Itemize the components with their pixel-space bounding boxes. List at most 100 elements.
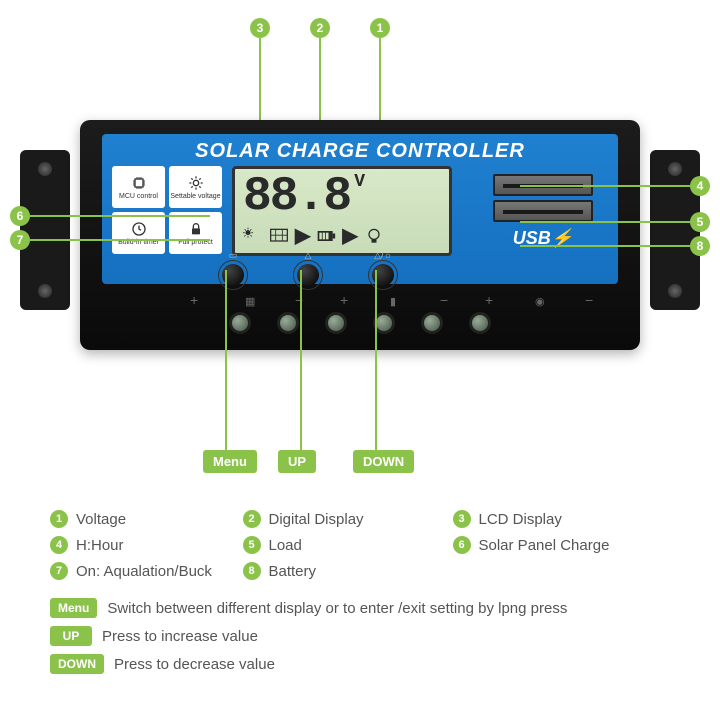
legend-text: On: Aqualation/Buck <box>76 563 212 580</box>
legend-number: 8 <box>243 562 261 580</box>
legend-number: 1 <box>50 510 68 528</box>
feature-voltage: Settable voltage <box>169 166 222 208</box>
terminal <box>469 312 491 334</box>
legend-number: 7 <box>50 562 68 580</box>
legend-text: Load <box>269 537 302 554</box>
button-tag-up: UP <box>278 450 316 473</box>
legend-item: 6 Solar Panel Charge <box>453 536 681 554</box>
polarity-label: − <box>585 292 593 308</box>
terminal <box>229 312 251 334</box>
bulb-icon <box>364 227 384 245</box>
solar-panel-icon <box>269 227 289 245</box>
legend-desc-text: Press to decrease value <box>114 656 275 673</box>
legend-description: Menu Switch between different display or … <box>50 598 680 618</box>
button-icon: ▭ <box>229 250 238 261</box>
sun-icon <box>243 227 263 245</box>
screw-icon <box>38 284 52 298</box>
button-icon: △ <box>305 250 312 261</box>
feature-mcu: MCU control <box>112 166 165 208</box>
callout-line <box>375 270 377 450</box>
lcd-value: 88.8 <box>243 170 350 224</box>
arrow-icon: ▶ <box>342 223 357 248</box>
panel-title: SOLAR CHARGE CONTROLLER <box>112 140 608 163</box>
feature-label: MCU control <box>119 193 158 200</box>
legend-text: Voltage <box>76 511 126 528</box>
screw-icon <box>38 162 52 176</box>
legend-item: 8 Battery <box>243 562 453 580</box>
callout-marker: 4 <box>520 176 710 196</box>
callout-number: 8 <box>690 236 710 256</box>
lcd-icon-row: ▶ ▶ <box>243 223 441 248</box>
legend-number: 6 <box>453 536 471 554</box>
callout-line <box>225 270 227 450</box>
legend-tag: DOWN <box>50 654 104 674</box>
legend-grid: 1 Voltage 2 Digital Display 3 LCD Display 4 H:H… <box>50 510 680 580</box>
legend-number: 3 <box>453 510 471 528</box>
terminal <box>421 312 443 334</box>
callout-line <box>300 270 302 450</box>
button-tag-down: DOWN <box>353 450 414 473</box>
callout-line <box>520 245 690 247</box>
screw-icon <box>668 284 682 298</box>
solar-icon: ▦ <box>245 295 255 308</box>
legend-item: 1 Voltage <box>50 510 243 528</box>
callout-marker: 1 <box>370 18 390 38</box>
legend-desc-text: Switch between different display or to e… <box>107 600 567 617</box>
terminal <box>277 312 299 334</box>
gear-icon <box>188 175 204 191</box>
callout-number: 7 <box>10 230 30 250</box>
callout-number: 3 <box>250 18 270 38</box>
legend-description: DOWN Press to decrease value <box>50 654 680 674</box>
legend-item: 7 On: Aqualation/Buck <box>50 562 243 580</box>
feature-label: Settable voltage <box>170 193 220 200</box>
callout-number: 4 <box>690 176 710 196</box>
screw-icon <box>668 162 682 176</box>
legend-tag: UP <box>50 626 92 646</box>
callout-line <box>520 221 690 223</box>
legend-item: 3 LCD Display <box>453 510 681 528</box>
callout-line <box>30 239 210 241</box>
terminal-row <box>80 312 640 334</box>
lcd-digits: 88.8V <box>243 173 441 221</box>
callout-marker: 8 <box>520 236 710 256</box>
callout-line <box>520 185 690 187</box>
button-icon: △/☼ <box>374 250 392 261</box>
legend-description: UP Press to increase value <box>50 626 680 646</box>
legend-number: 5 <box>243 536 261 554</box>
callout-number: 2 <box>310 18 330 38</box>
legend-item: 4 H:Hour <box>50 536 243 554</box>
legend-item: 5 Load <box>243 536 453 554</box>
callout-number: 6 <box>10 206 30 226</box>
legend-text: LCD Display <box>479 511 562 528</box>
battery-icon: ▮ <box>390 295 396 308</box>
callout-marker: 3 <box>250 18 270 38</box>
lcd-display: 88.8V ▶ ▶ <box>232 166 452 256</box>
callout-marker: 2 <box>310 18 330 38</box>
legend-tag: Menu <box>50 598 97 618</box>
battery-icon <box>316 227 336 245</box>
legend-text: H:Hour <box>76 537 124 554</box>
legend-text: Battery <box>269 563 317 580</box>
legend: 1 Voltage 2 Digital Display 3 LCD Display 4 H:H… <box>50 510 680 682</box>
callout-marker: 6 <box>10 206 210 226</box>
legend-item: 2 Digital Display <box>243 510 453 528</box>
callout-marker: 5 <box>520 212 710 232</box>
polarity-label: + <box>485 292 493 308</box>
lcd-unit: V <box>354 172 363 192</box>
polarity-label: + <box>340 292 348 308</box>
callout-marker: 7 <box>10 230 210 250</box>
legend-text: Digital Display <box>269 511 364 528</box>
polarity-label: − <box>440 292 448 308</box>
callout-number: 1 <box>370 18 390 38</box>
legend-number: 2 <box>243 510 261 528</box>
legend-desc-text: Press to increase value <box>102 628 258 645</box>
arrow-icon: ▶ <box>295 223 310 248</box>
callout-number: 5 <box>690 212 710 232</box>
legend-number: 4 <box>50 536 68 554</box>
terminal <box>325 312 347 334</box>
button-tag-menu: Menu <box>203 450 257 473</box>
load-icon: ◉ <box>535 295 545 308</box>
polarity-label: + <box>190 292 198 308</box>
callout-line <box>30 215 210 217</box>
legend-text: Solar Panel Charge <box>479 537 610 554</box>
